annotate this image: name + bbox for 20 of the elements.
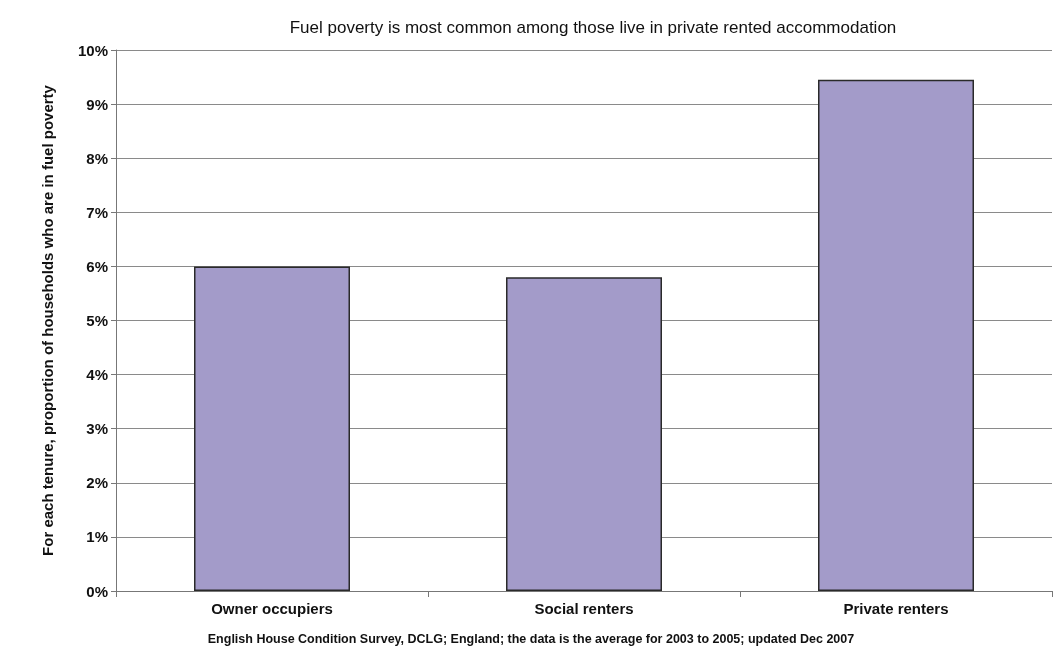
y-axis-title: For each tenure, proportion of households who are in fuel poverty	[38, 84, 56, 556]
y-tick-label: 8%	[86, 149, 108, 167]
y-tick-label: 3%	[86, 420, 108, 438]
y-tick-label: 4%	[86, 366, 108, 384]
chart-title: Fuel poverty is most common among those live in private rented accommodation	[289, 18, 897, 37]
y-tick-label: 7%	[86, 203, 108, 221]
bar	[818, 79, 974, 591]
y-tick-label: 2%	[86, 474, 108, 492]
y-tick-label: 5%	[86, 312, 108, 329]
x-tick-label: Social renters	[534, 600, 634, 617]
bar	[506, 277, 662, 591]
y-tick-label: 0%	[86, 582, 108, 600]
y-tick-label: 9%	[86, 95, 108, 113]
text: English House Condition Survey, DCLG; England; the data is the average for 2003 to 2005; updated Dec 2007	[207, 631, 855, 646]
bar	[194, 266, 350, 591]
y-tick-label: 6%	[86, 257, 108, 275]
x-tick-label: Private renters	[843, 600, 949, 617]
x-tick-label: Owner occupiers	[211, 600, 333, 617]
y-tick-label: 1%	[86, 528, 108, 546]
y-tick-label: 10%	[77, 41, 108, 59]
